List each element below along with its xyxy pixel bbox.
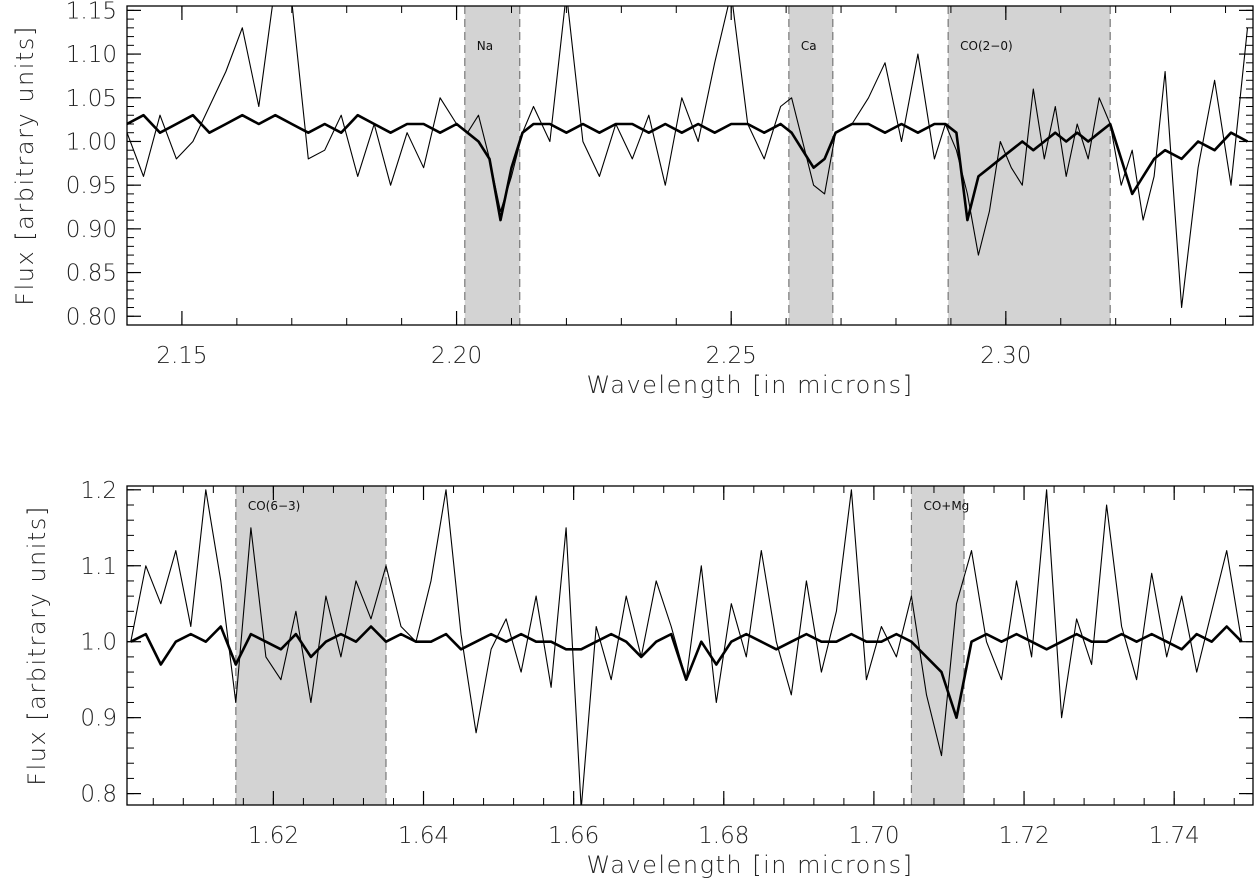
panel-bottom-x-tick-label: 1.62 <box>248 823 299 849</box>
panel-top-y-tick-label: 0.95 <box>66 173 117 199</box>
panel-top-x-tick-label: 2.15 <box>156 343 207 369</box>
panel-bottom-x-tick-label: 1.68 <box>698 823 749 849</box>
panel-bottom-y-tick-label: 0.8 <box>80 782 117 808</box>
panel-top-y-tick-label: 0.90 <box>66 217 117 243</box>
panel-top-x-tick-label: 2.20 <box>431 343 482 369</box>
panel-bottom-plot-frame <box>126 485 1254 806</box>
panel-top-y-tick-label: 0.85 <box>66 261 117 287</box>
panel-bottom-x-tick-label: 1.70 <box>848 823 899 849</box>
panel-top-plot-frame <box>126 5 1254 326</box>
panel-bottom-series-group <box>130 489 1243 805</box>
panel-bottom-x-tick-label: 1.66 <box>548 823 599 849</box>
panel-bottom-y-tick-label: 1.1 <box>80 554 117 580</box>
panel-bottom-band-0 <box>235 486 386 805</box>
panel-top-band-label-0: Na <box>477 39 493 53</box>
panel-top-y-tick-label: 1.10 <box>66 42 117 68</box>
panel-top-group: Na Ca CO(2−0) 2.15 2.20 2.25 2.30 0.80 0.85 0.90 0… <box>11 0 1254 399</box>
panel-bottom-x-tick-label: 1.72 <box>998 823 1049 849</box>
panel-bottom-series-thick-line <box>130 625 1243 720</box>
panel-top-x-axis-title: Wavelength [in microns] <box>587 371 914 399</box>
panel-top-band-0 <box>464 6 520 325</box>
panel-bottom-band-label-1: CO+Mg <box>923 499 969 513</box>
panel-top-x-tick-label: 2.30 <box>980 343 1031 369</box>
panel-bottom-band-label-0: CO(6−3) <box>248 499 301 513</box>
panel-bottom-x-axis-title: Wavelength [in microns] <box>587 851 914 879</box>
panel-bottom-x-tick-label: 1.74 <box>1149 823 1200 849</box>
panel-bottom-y-axis-title: Flux [arbitrary units] <box>23 505 51 785</box>
panel-top-band-label-2: CO(2−0) <box>960 39 1013 53</box>
panel-top-y-axis-title: Flux [arbitrary units] <box>11 25 39 305</box>
panel-top-y-tick-label: 1.15 <box>66 0 117 24</box>
panel-top-y-tick-label: 1.05 <box>66 86 117 112</box>
panel-bottom-group: CO(6−3) CO+Mg 1.62 1.64 1.66 1.68 1.70 1.72 1.74… <box>23 478 1254 879</box>
panel-bottom-y-tick-label: 1.2 <box>80 478 117 504</box>
panel-top-x-tick-label: 2.25 <box>706 343 757 369</box>
panel-top-series-group <box>127 6 1249 309</box>
panel-top-band-2 <box>948 6 1111 325</box>
panel-top-band-label-1: Ca <box>801 39 817 53</box>
panel-bottom-x-tick-label: 1.64 <box>398 823 449 849</box>
panel-top-series-thick-line <box>127 113 1249 222</box>
panel-top-y-tick-label: 1.00 <box>66 129 117 155</box>
panel-bottom-band-1 <box>911 486 964 805</box>
panel-bottom-y-tick-label: 0.9 <box>80 706 117 732</box>
panel-bottom-y-tick-label: 1.0 <box>80 630 117 656</box>
panel-top-y-tick-label: 0.80 <box>66 304 117 330</box>
